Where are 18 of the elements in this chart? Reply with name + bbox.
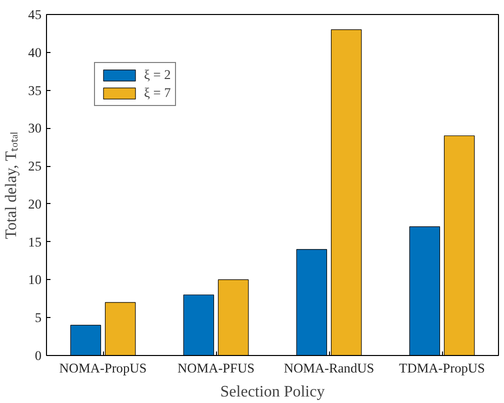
x-tick-label: NOMA-PropUS xyxy=(59,360,147,376)
legend-label: ξ = 2 xyxy=(144,67,171,83)
y-tick-label: 0 xyxy=(34,348,42,363)
legend-label: ξ = 7 xyxy=(144,85,171,101)
y-tick-label: 35 xyxy=(28,82,42,98)
y-tick-label: 10 xyxy=(28,272,42,288)
y-tick-label: 45 xyxy=(28,7,42,22)
x-tick-label: TDMA-PropUS xyxy=(399,360,485,376)
y-axis-title: Total delay, Tₜₒₜₐₗ xyxy=(3,131,20,240)
y-tick-label: 5 xyxy=(34,310,42,326)
y-tick-label: 15 xyxy=(28,234,42,250)
y-tick-label: 30 xyxy=(28,120,42,136)
y-tick-label: 25 xyxy=(28,158,42,174)
x-tick-label: NOMA-RandUS xyxy=(284,360,374,376)
y-tick-label: 20 xyxy=(28,196,42,212)
x-tick-label: NOMA-PFUS xyxy=(177,360,255,376)
x-axis-title: Selection Policy xyxy=(220,384,325,400)
y-tick-label: 40 xyxy=(28,44,42,60)
